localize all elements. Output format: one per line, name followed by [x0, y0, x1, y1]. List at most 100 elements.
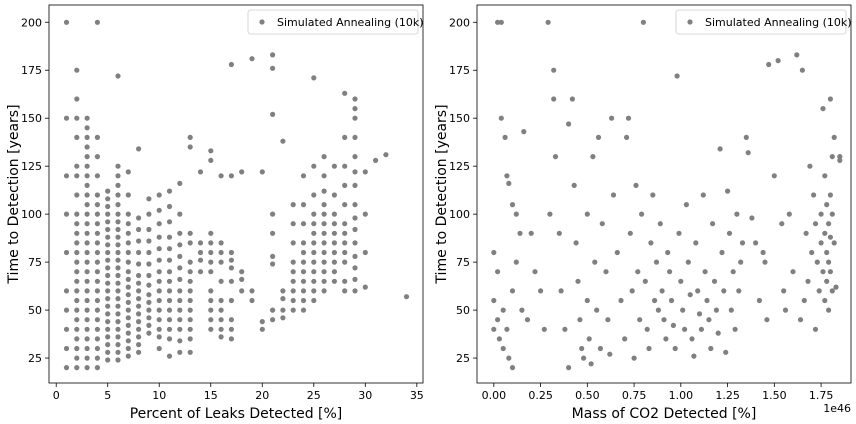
data-point — [822, 297, 828, 304]
data-point — [94, 211, 100, 217]
data-point — [146, 299, 152, 305]
chart-panel-1: 0 5 10 15 20 25 30 35 25 50 75 100 125 150 175 200 Perce… — [6, 4, 424, 422]
data-point — [779, 221, 785, 227]
data-point — [352, 106, 358, 112]
data-point — [331, 192, 337, 198]
data-point — [146, 238, 152, 244]
data-point — [115, 342, 121, 348]
data-point — [595, 134, 602, 140]
data-point — [573, 240, 579, 246]
y-tick-label: 175 — [21, 64, 42, 77]
data-point — [115, 272, 121, 279]
data-point — [818, 211, 824, 217]
data-point — [605, 317, 611, 323]
data-point — [814, 259, 820, 265]
data-point — [827, 96, 834, 102]
data-point — [94, 278, 100, 284]
data-point — [115, 219, 121, 225]
data-point — [833, 284, 839, 290]
data-point — [824, 249, 830, 256]
data-point — [94, 240, 100, 246]
data-point — [590, 154, 596, 160]
data-point — [74, 345, 80, 352]
data-point — [610, 192, 617, 198]
data-point — [801, 297, 807, 304]
data-point — [63, 365, 70, 371]
data-point — [156, 269, 162, 275]
data-point — [290, 221, 296, 227]
data-point — [290, 297, 296, 304]
data-point — [551, 67, 557, 73]
data-point — [136, 326, 142, 332]
data-point — [300, 173, 307, 179]
data-point — [491, 249, 497, 256]
data-point — [228, 278, 234, 284]
data-point — [528, 230, 534, 236]
data-point — [228, 336, 234, 342]
data-point — [177, 349, 183, 355]
data-point — [797, 317, 804, 323]
data-point — [125, 192, 131, 198]
data-point — [197, 240, 204, 246]
data-point — [74, 249, 80, 256]
data-point — [290, 269, 296, 275]
data-point — [403, 294, 410, 300]
data-point — [74, 365, 80, 371]
data-point — [822, 230, 828, 236]
data-point — [74, 192, 80, 198]
data-point — [197, 249, 204, 256]
data-point — [187, 259, 193, 265]
data-point — [803, 230, 809, 236]
data-point — [809, 249, 815, 256]
data-point — [136, 146, 142, 152]
data-point — [270, 230, 276, 236]
data-point — [352, 134, 358, 140]
data-point — [136, 261, 142, 267]
data-point — [290, 202, 296, 208]
data-point — [496, 336, 502, 342]
data-point — [311, 221, 317, 227]
data-point — [84, 249, 90, 256]
data-point — [84, 230, 90, 236]
data-point — [84, 125, 90, 131]
data-point — [566, 121, 572, 127]
data-point — [342, 202, 348, 208]
data-point — [259, 319, 265, 325]
data-point — [831, 240, 837, 246]
x-tick-label: 1.75 — [809, 389, 834, 402]
data-point — [94, 202, 100, 208]
data-point — [187, 307, 193, 313]
data-point — [74, 96, 80, 102]
data-point — [84, 288, 90, 294]
data-point — [584, 211, 590, 217]
data-point — [115, 311, 121, 317]
data-point — [674, 73, 680, 79]
data-point — [592, 259, 598, 265]
data-point — [156, 288, 162, 294]
plot-area — [49, 5, 423, 383]
data-point — [311, 297, 317, 304]
data-point — [105, 188, 111, 194]
data-point — [208, 259, 214, 265]
data-point — [321, 249, 327, 256]
data-point — [352, 154, 358, 160]
data-point — [74, 288, 80, 294]
data-point — [799, 67, 806, 73]
data-point — [105, 242, 111, 248]
data-point — [105, 196, 111, 202]
data-point — [208, 240, 214, 246]
data-point — [622, 336, 628, 342]
data-point — [509, 288, 516, 294]
data-point — [115, 265, 121, 271]
data-point — [657, 221, 663, 227]
data-point — [811, 192, 817, 198]
data-point — [659, 288, 665, 294]
data-point — [115, 357, 121, 363]
data-point — [208, 317, 214, 323]
data-point — [342, 278, 348, 284]
data-point — [826, 307, 832, 313]
data-point — [689, 336, 695, 342]
data-point — [321, 230, 327, 236]
data-point — [187, 349, 193, 355]
data-point — [74, 163, 80, 169]
